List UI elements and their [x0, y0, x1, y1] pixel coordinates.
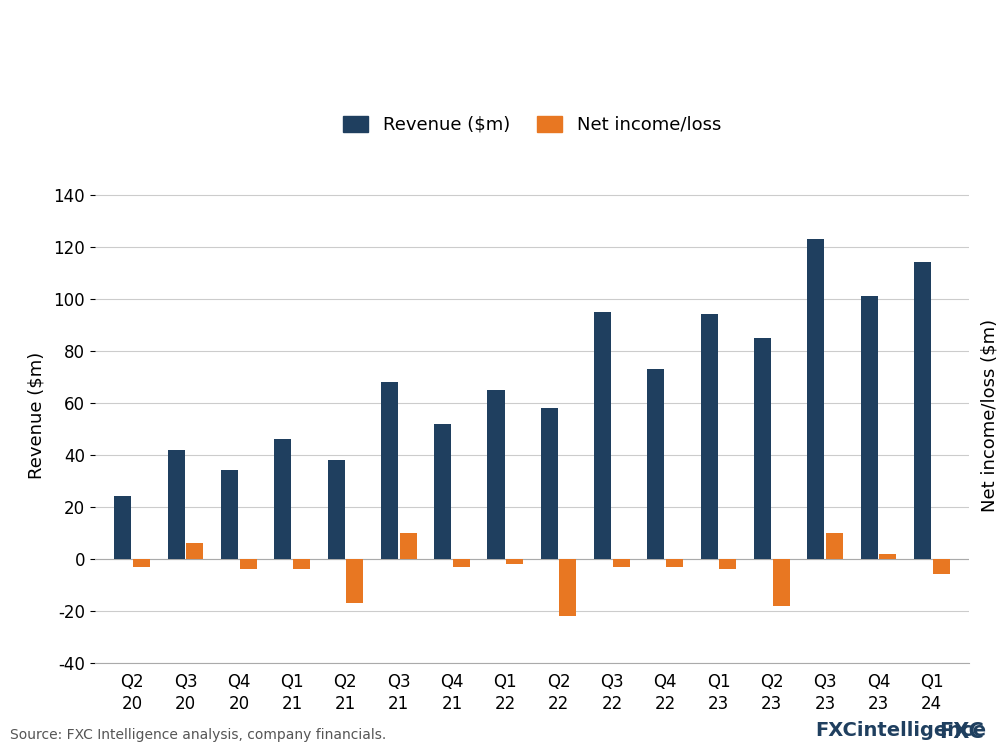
Bar — [826, 533, 843, 559]
Text: Flywire returns to net loss despite revenue rise in Q1 2024: Flywire returns to net loss despite reve… — [18, 25, 999, 54]
Bar — [488, 389, 504, 559]
Bar — [719, 559, 736, 569]
Legend: Revenue ($m), Net income/loss: Revenue ($m), Net income/loss — [336, 109, 728, 141]
Y-axis label: Net income/loss ($m): Net income/loss ($m) — [980, 319, 998, 512]
Y-axis label: Revenue ($m): Revenue ($m) — [27, 352, 45, 479]
Bar — [347, 559, 364, 603]
Bar — [400, 533, 417, 559]
Text: Source: FXC Intelligence analysis, company financials.: Source: FXC Intelligence analysis, compa… — [10, 727, 387, 742]
Bar — [666, 559, 683, 566]
Bar — [221, 470, 238, 559]
Bar — [647, 369, 664, 559]
Bar — [754, 338, 771, 559]
Bar — [435, 423, 452, 559]
Text: Flywire quarterly revenues and net income/loss, 2020-2024: Flywire quarterly revenues and net incom… — [18, 88, 641, 109]
Bar — [932, 559, 950, 574]
Bar — [594, 312, 611, 559]
Text: FXCintelligence: FXCintelligence — [815, 721, 986, 740]
Bar — [540, 408, 557, 559]
Bar — [700, 315, 717, 559]
Bar — [293, 559, 310, 569]
Bar — [879, 554, 896, 559]
Bar — [187, 543, 204, 559]
Bar — [506, 559, 523, 564]
Bar — [114, 497, 132, 559]
Bar — [612, 559, 629, 566]
Bar — [381, 382, 398, 559]
Bar — [559, 559, 576, 616]
Bar — [275, 439, 292, 559]
Bar — [168, 449, 185, 559]
Bar — [860, 296, 877, 559]
Bar — [914, 262, 931, 559]
Bar — [807, 239, 824, 559]
Bar — [240, 559, 257, 569]
Bar — [133, 559, 150, 566]
Bar — [328, 460, 345, 559]
Text: FXC: FXC — [939, 721, 984, 742]
Bar — [453, 559, 470, 566]
Bar — [772, 559, 789, 606]
